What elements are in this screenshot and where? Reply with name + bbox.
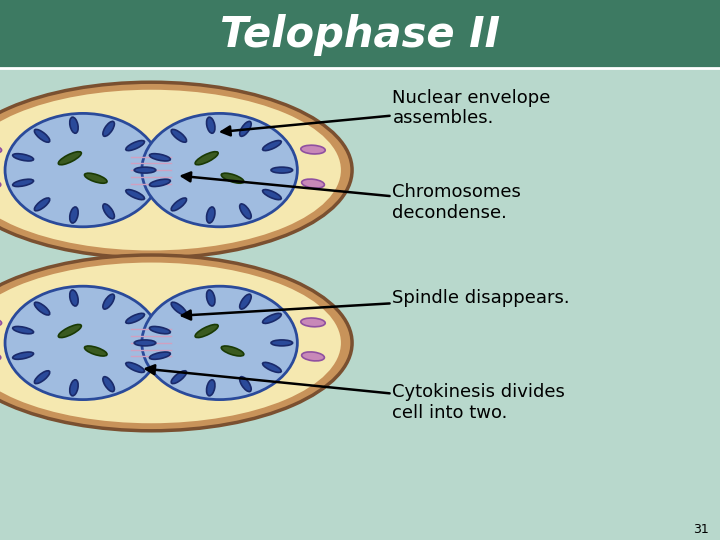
Ellipse shape bbox=[240, 204, 251, 219]
Text: Spindle disappears.: Spindle disappears. bbox=[182, 289, 570, 320]
Ellipse shape bbox=[240, 122, 251, 136]
Ellipse shape bbox=[35, 302, 50, 315]
Ellipse shape bbox=[150, 327, 171, 334]
Ellipse shape bbox=[35, 198, 50, 211]
Ellipse shape bbox=[302, 352, 325, 361]
Ellipse shape bbox=[0, 352, 1, 361]
Ellipse shape bbox=[171, 198, 186, 211]
Ellipse shape bbox=[150, 179, 171, 186]
Ellipse shape bbox=[103, 204, 114, 219]
Ellipse shape bbox=[84, 173, 107, 183]
Ellipse shape bbox=[70, 290, 78, 306]
Ellipse shape bbox=[263, 362, 282, 373]
Ellipse shape bbox=[103, 294, 114, 309]
Text: Nuclear envelope
assembles.: Nuclear envelope assembles. bbox=[222, 89, 551, 136]
Ellipse shape bbox=[301, 145, 325, 154]
Ellipse shape bbox=[240, 294, 251, 309]
Ellipse shape bbox=[58, 325, 81, 338]
Ellipse shape bbox=[240, 377, 251, 392]
Ellipse shape bbox=[126, 313, 145, 323]
Ellipse shape bbox=[207, 380, 215, 396]
Bar bbox=[0, 0, 720, 68]
Text: Chromosomes
decondense.: Chromosomes decondense. bbox=[182, 172, 521, 222]
Ellipse shape bbox=[70, 117, 78, 133]
Ellipse shape bbox=[150, 352, 171, 359]
Ellipse shape bbox=[207, 117, 215, 133]
Ellipse shape bbox=[5, 286, 161, 400]
Ellipse shape bbox=[13, 352, 34, 359]
Ellipse shape bbox=[5, 113, 161, 227]
Ellipse shape bbox=[13, 154, 34, 161]
Ellipse shape bbox=[126, 140, 145, 151]
Ellipse shape bbox=[301, 318, 325, 327]
Ellipse shape bbox=[70, 380, 78, 396]
Ellipse shape bbox=[142, 286, 297, 400]
Ellipse shape bbox=[171, 371, 186, 383]
Ellipse shape bbox=[13, 327, 34, 334]
Ellipse shape bbox=[302, 179, 325, 188]
Text: 31: 31 bbox=[693, 523, 708, 536]
Ellipse shape bbox=[150, 154, 171, 161]
Ellipse shape bbox=[0, 145, 1, 154]
Ellipse shape bbox=[103, 377, 114, 392]
Text: Cytokinesis divides
cell into two.: Cytokinesis divides cell into two. bbox=[146, 365, 565, 422]
Ellipse shape bbox=[0, 255, 352, 431]
Ellipse shape bbox=[35, 371, 50, 383]
Ellipse shape bbox=[271, 167, 292, 173]
Ellipse shape bbox=[171, 302, 186, 315]
Ellipse shape bbox=[126, 190, 145, 200]
Ellipse shape bbox=[207, 290, 215, 306]
Ellipse shape bbox=[263, 190, 282, 200]
Ellipse shape bbox=[263, 140, 282, 151]
Ellipse shape bbox=[171, 130, 186, 142]
Ellipse shape bbox=[0, 262, 341, 423]
Ellipse shape bbox=[263, 313, 282, 323]
Ellipse shape bbox=[0, 179, 1, 188]
Ellipse shape bbox=[35, 130, 50, 142]
Ellipse shape bbox=[134, 167, 156, 173]
Ellipse shape bbox=[13, 179, 34, 186]
Ellipse shape bbox=[195, 152, 218, 165]
Ellipse shape bbox=[221, 173, 244, 183]
Ellipse shape bbox=[195, 325, 218, 338]
Ellipse shape bbox=[271, 340, 292, 346]
Ellipse shape bbox=[142, 113, 297, 227]
Ellipse shape bbox=[221, 346, 244, 356]
Ellipse shape bbox=[58, 152, 81, 165]
Ellipse shape bbox=[134, 340, 156, 346]
Text: Telophase II: Telophase II bbox=[220, 14, 500, 56]
Ellipse shape bbox=[126, 362, 145, 373]
Ellipse shape bbox=[0, 318, 1, 327]
Ellipse shape bbox=[84, 346, 107, 356]
Ellipse shape bbox=[103, 122, 114, 136]
Ellipse shape bbox=[0, 82, 352, 258]
Ellipse shape bbox=[70, 207, 78, 223]
Ellipse shape bbox=[207, 207, 215, 223]
Ellipse shape bbox=[0, 90, 341, 251]
